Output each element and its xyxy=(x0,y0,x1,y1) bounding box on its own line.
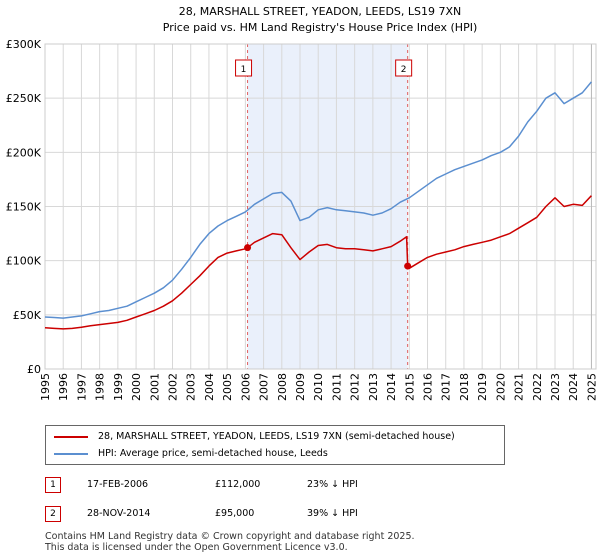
sale-price: £95,000 xyxy=(215,508,255,519)
sale-date: 17-FEB-2006 xyxy=(87,479,149,490)
sale-date: 28-NOV-2014 xyxy=(87,508,151,519)
x-tick-label: 2004 xyxy=(203,373,216,401)
chart-title: 28, MARSHALL STREET, YEADON, LEEDS, LS19… xyxy=(179,5,462,18)
x-tick-label: 2011 xyxy=(330,373,343,401)
x-tick-label: 1999 xyxy=(112,373,125,401)
x-tick-label: 2008 xyxy=(276,373,289,401)
x-tick-label: 2020 xyxy=(494,373,507,401)
x-tick-label: 2019 xyxy=(476,373,489,401)
legend-swatch-property xyxy=(54,435,88,438)
x-tick-label: 1996 xyxy=(57,373,70,401)
legend-label-hpi: HPI: Average price, semi-detached house,… xyxy=(98,448,328,459)
sale-point xyxy=(404,262,412,270)
property-series-line xyxy=(44,195,592,330)
x-tick-label: 2002 xyxy=(167,373,180,401)
y-tick-label: £50K xyxy=(13,309,42,322)
legend: 28, MARSHALL STREET, YEADON, LEEDS, LS19… xyxy=(45,425,505,465)
y-tick-label: £300K xyxy=(6,38,42,51)
footer-copyright: Contains HM Land Registry data © Crown c… xyxy=(45,531,415,542)
sale-marker-label: 1 xyxy=(45,477,61,493)
legend-item-property: 28, MARSHALL STREET, YEADON, LEEDS, LS19… xyxy=(54,429,455,445)
x-tick-label: 2014 xyxy=(385,373,398,401)
x-tick-label: 2024 xyxy=(567,373,580,401)
sale-label-box xyxy=(395,59,413,77)
y-tick-label: £100K xyxy=(6,255,42,268)
y-tick-label: £250K xyxy=(6,92,42,105)
x-tick-label: 2021 xyxy=(513,373,526,401)
sale-hpi-diff: 39% ↓ HPI xyxy=(307,508,358,519)
sale-label-box xyxy=(235,59,253,77)
legend-swatch-hpi xyxy=(54,452,88,455)
x-tick-label: 1995 xyxy=(39,373,52,401)
sale-price: £112,000 xyxy=(215,479,261,490)
legend-label-property: 28, MARSHALL STREET, YEADON, LEEDS, LS19… xyxy=(98,431,455,442)
legend-item-hpi: HPI: Average price, semi-detached house,… xyxy=(54,446,328,462)
x-tick-label: 2015 xyxy=(403,373,416,401)
x-tick-label: 2025 xyxy=(585,373,598,401)
x-tick-label: 2003 xyxy=(185,373,198,401)
sale-point xyxy=(244,244,252,252)
y-tick-label: £200K xyxy=(6,146,42,159)
plot-frame xyxy=(44,43,597,370)
footer-licence: This data is licensed under the Open Gov… xyxy=(45,542,348,553)
sale-label: 2 xyxy=(401,65,407,75)
x-tick-label: 2010 xyxy=(312,373,325,401)
hpi-series-line xyxy=(44,81,592,319)
x-tick-label: 2017 xyxy=(440,373,453,401)
price-chart: 28, MARSHALL STREET, YEADON, LEEDS, LS19… xyxy=(6,5,599,401)
x-tick-label: 1998 xyxy=(94,373,107,401)
x-tick-label: 2018 xyxy=(458,373,471,401)
x-tick-label: 2006 xyxy=(239,373,252,401)
sale-hpi-diff: 23% ↓ HPI xyxy=(307,479,358,490)
sale-label: 1 xyxy=(241,65,247,75)
y-tick-label: £0 xyxy=(27,363,41,376)
chart-subtitle: Price paid vs. HM Land Registry's House … xyxy=(163,21,478,34)
x-tick-label: 1997 xyxy=(75,373,88,401)
footer: Contains HM Land Registry data © Crown c… xyxy=(45,531,585,553)
x-tick-label: 2000 xyxy=(130,373,143,401)
x-tick-label: 2009 xyxy=(294,373,307,401)
x-tick-label: 2013 xyxy=(367,373,380,401)
x-tick-label: 2016 xyxy=(422,373,435,401)
sale-marker-label: 2 xyxy=(45,506,61,522)
y-tick-label: £150K xyxy=(6,201,42,214)
x-tick-label: 2001 xyxy=(148,373,161,401)
x-tick-label: 2007 xyxy=(258,373,271,401)
x-tick-label: 2023 xyxy=(549,373,562,401)
x-tick-label: 2005 xyxy=(221,373,234,401)
x-tick-label: 2022 xyxy=(531,373,544,401)
x-tick-label: 2012 xyxy=(349,373,362,401)
